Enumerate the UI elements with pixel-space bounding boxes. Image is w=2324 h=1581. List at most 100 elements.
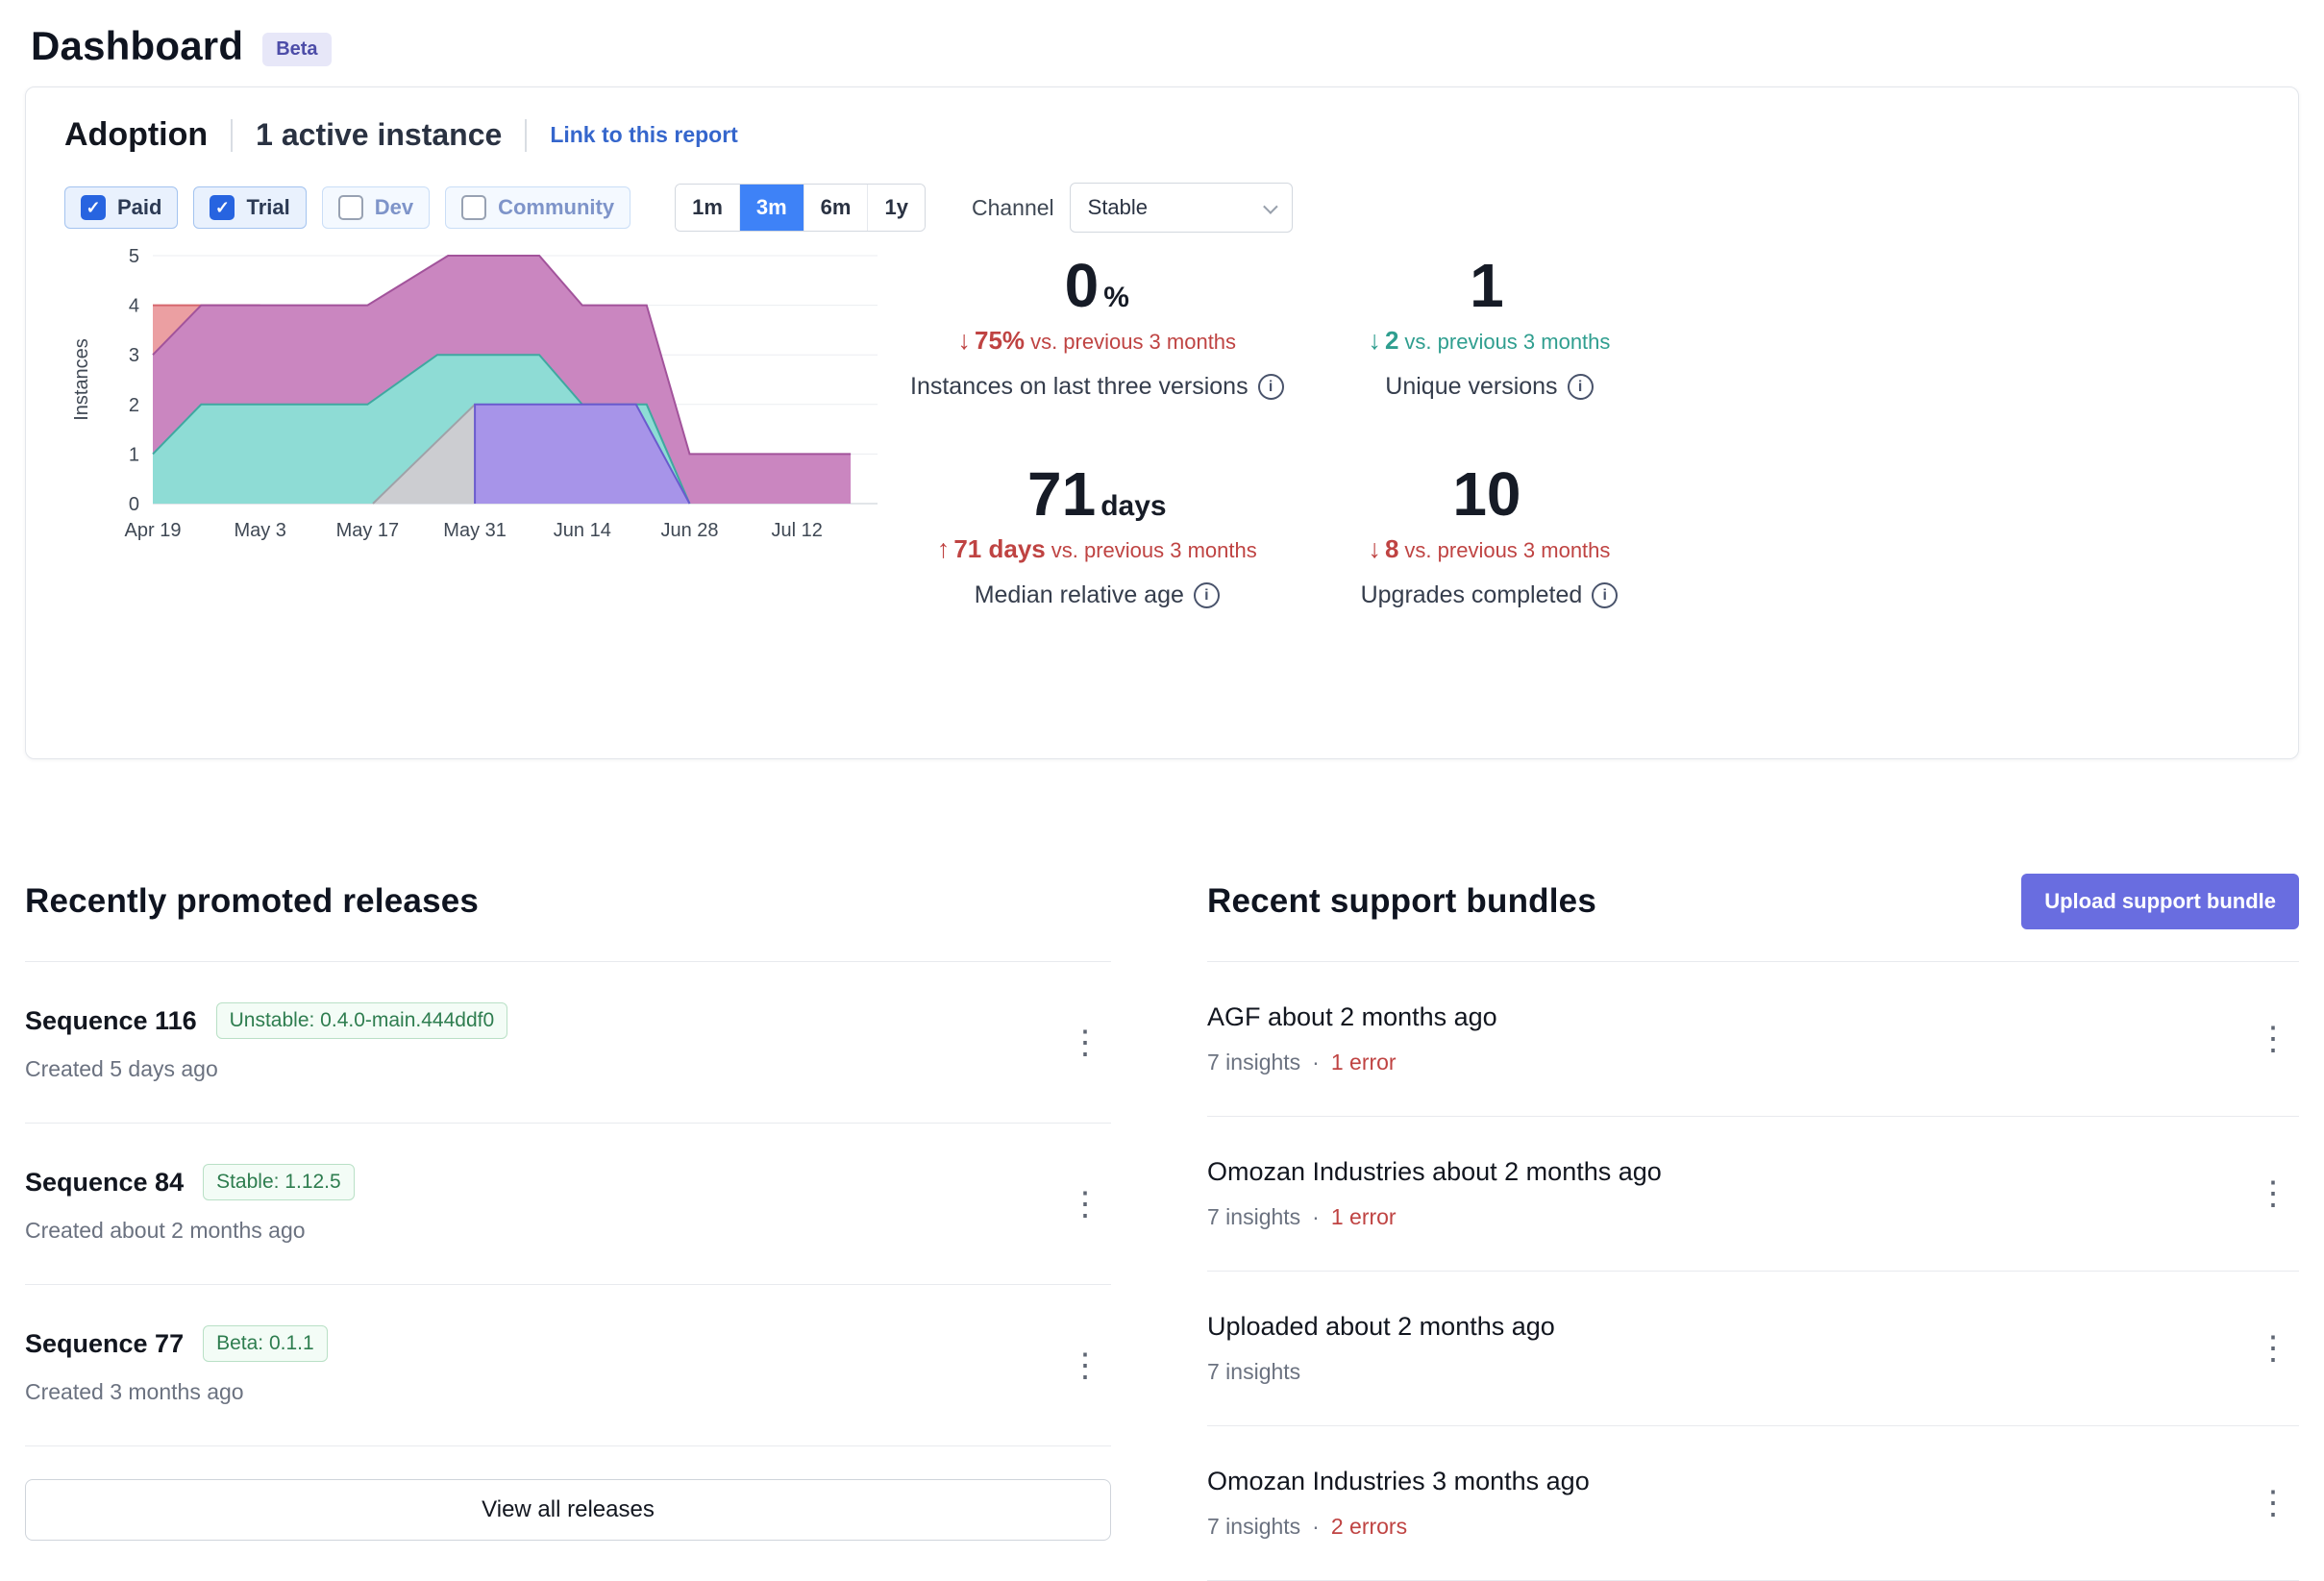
- release-name: Sequence 77: [25, 1328, 185, 1358]
- info-icon[interactable]: i: [1567, 374, 1594, 401]
- active-instance-count: 1 active instance: [256, 117, 503, 152]
- adoption-card-header: Adoption 1 active instance Link to this …: [64, 116, 2260, 154]
- bundle-row[interactable]: Omozan Industries 3 months ago 7 insight…: [1207, 1426, 2299, 1581]
- releases-list: Sequence 116 Unstable: 0.4.0-main.444ddf…: [25, 961, 1111, 1446]
- kebab-menu-icon[interactable]: ⋮: [2247, 1173, 2299, 1214]
- stat-unit: days: [1100, 490, 1167, 523]
- bundle-row[interactable]: Omozan Industries about 2 months ago 7 i…: [1207, 1117, 2299, 1272]
- bundles-title: Recent support bundles: [1207, 882, 1596, 920]
- page-title: Dashboard: [31, 23, 244, 68]
- bundle-row[interactable]: Uploaded about 2 months ago 7 insights ·…: [1207, 1272, 2299, 1426]
- stat-delta: ↓ 75% vs. previous 3 months: [957, 326, 1237, 356]
- releases-header: Recently promoted releases: [25, 871, 1111, 932]
- support-bundles-header: Recent support bundles Upload support bu…: [1207, 871, 2299, 932]
- filter-label: Community: [498, 195, 615, 219]
- releases-title: Recently promoted releases: [25, 882, 480, 920]
- svg-text:Jun 28: Jun 28: [660, 520, 718, 541]
- range-button[interactable]: 1y: [867, 185, 925, 231]
- range-button[interactable]: 1m: [676, 185, 739, 231]
- kebab-menu-icon[interactable]: ⋮: [1059, 1023, 1111, 1063]
- svg-text:Jul 12: Jul 12: [772, 520, 823, 541]
- kebab-menu-icon[interactable]: ⋮: [1059, 1184, 1111, 1224]
- stat-value: 1: [1470, 251, 1504, 320]
- channel-select[interactable]: Stable: [1069, 183, 1293, 233]
- filter-label: Dev: [374, 195, 414, 219]
- stat-value: 10: [1452, 459, 1521, 530]
- delta-arrow-icon: ↓: [957, 326, 972, 356]
- check-icon: ✓: [86, 198, 101, 217]
- divider: [231, 118, 234, 152]
- release-row: Sequence 84 Stable: 1.12.5 Created about…: [25, 1124, 1111, 1285]
- svg-text:5: 5: [129, 248, 139, 267]
- view-all-releases-button[interactable]: View all releases: [25, 1479, 1111, 1541]
- filter-chip[interactable]: ✓ Paid: [64, 186, 179, 229]
- delta-arrow-icon: ↓: [1368, 534, 1381, 564]
- svg-text:May 17: May 17: [336, 520, 400, 541]
- checkbox-icon: ✓: [81, 195, 106, 220]
- stat-delta: ↓ 8 vs. previous 3 months: [1368, 534, 1611, 564]
- chart-stats-row: 0 1 2 3 4 5 Apr 19 May 3 May 17 May 31 Jun 14 Jun 2…: [64, 248, 2260, 609]
- support-bundles-column: Recent support bundles Upload support bu…: [1207, 871, 2299, 1581]
- range-button[interactable]: 6m: [803, 185, 868, 231]
- release-version-badge: Stable: 1.12.5: [203, 1164, 355, 1200]
- release-name: Sequence 84: [25, 1167, 185, 1197]
- kebab-menu-icon[interactable]: ⋮: [2247, 1483, 2299, 1523]
- dot-separator: ·: [1312, 1204, 1320, 1229]
- chevron-down-icon: [1262, 198, 1278, 214]
- channel-label: Channel: [971, 194, 1054, 220]
- info-icon[interactable]: i: [1592, 582, 1619, 609]
- svg-text:May 3: May 3: [234, 520, 285, 541]
- svg-text:4: 4: [129, 296, 139, 317]
- stat-label: Instances on last three versions i: [910, 373, 1284, 401]
- release-created: Created about 2 months ago: [25, 1218, 306, 1243]
- svg-text:3: 3: [129, 345, 139, 366]
- report-link[interactable]: Link to this report: [550, 122, 738, 147]
- filter-chip[interactable]: ✓ Trial: [193, 186, 307, 229]
- release-created: Created 3 months ago: [25, 1379, 244, 1404]
- stat-label: Upgrades completed i: [1361, 581, 1619, 609]
- dot-separator: ·: [1312, 1514, 1320, 1539]
- channel-value: Stable: [1087, 195, 1149, 219]
- svg-text:May 31: May 31: [443, 520, 507, 541]
- bundle-errors: 1 error: [1330, 1204, 1397, 1229]
- filter-chip[interactable]: ✓ Community: [445, 186, 631, 229]
- stat-label: Unique versions i: [1361, 373, 1619, 401]
- svg-text:Jun 14: Jun 14: [554, 520, 611, 541]
- filter-label: Trial: [246, 195, 290, 219]
- release-row: Sequence 116 Unstable: 0.4.0-main.444ddf…: [25, 962, 1111, 1124]
- info-icon[interactable]: i: [1257, 374, 1284, 401]
- bundle-insights: 7 insights: [1207, 1514, 1301, 1539]
- release-version-badge: Unstable: 0.4.0-main.444ddf0: [215, 1002, 508, 1039]
- stat-value: 71 days: [1027, 459, 1167, 530]
- release-name: Sequence 116: [25, 1005, 197, 1035]
- releases-column: Recently promoted releases Sequence 116 …: [25, 871, 1111, 1581]
- bundle-errors: 2 errors: [1330, 1514, 1408, 1539]
- support-bundles-list: AGF about 2 months ago 7 insights · 1 er…: [1207, 961, 2299, 1581]
- filter-chip-group: ✓ Paid ✓ Trial ✓ Dev ✓ Community: [64, 186, 631, 229]
- range-button[interactable]: 3m: [738, 185, 804, 231]
- svg-text:2: 2: [129, 395, 139, 416]
- filter-label: Paid: [117, 195, 162, 219]
- stat-cell: 10 ↓ 8 vs. previous 3 months Upgrades comp…: [1361, 462, 1619, 609]
- release-created: Created 5 days ago: [25, 1056, 218, 1081]
- stat-cell: 0% ↓ 75% vs. previous 3 months Instances o…: [910, 251, 1284, 401]
- bundle-name: Omozan Industries about 2 months ago: [1207, 1157, 1662, 1186]
- info-icon[interactable]: i: [1193, 582, 1220, 609]
- adoption-card: Adoption 1 active instance Link to this …: [25, 86, 2299, 759]
- svg-text:Apr 19: Apr 19: [125, 520, 182, 541]
- beta-badge: Beta: [262, 33, 332, 66]
- bundle-row[interactable]: AGF about 2 months ago 7 insights · 1 er…: [1207, 962, 2299, 1117]
- bundle-insights: 7 insights: [1207, 1359, 1301, 1384]
- stat-unit: %: [1103, 282, 1129, 313]
- checkbox-icon: ✓: [210, 195, 235, 220]
- stat-delta: ↓ 2 vs. previous 3 months: [1368, 326, 1611, 356]
- kebab-menu-icon[interactable]: ⋮: [1059, 1346, 1111, 1386]
- kebab-menu-icon[interactable]: ⋮: [2247, 1019, 2299, 1059]
- filter-chip[interactable]: ✓ Dev: [321, 186, 431, 229]
- upload-support-bundle-button[interactable]: Upload support bundle: [2021, 874, 2299, 929]
- stat-delta: ↑ 71 days vs. previous 3 months: [936, 534, 1257, 564]
- kebab-menu-icon[interactable]: ⋮: [2247, 1328, 2299, 1369]
- checkbox-icon: ✓: [461, 195, 487, 220]
- stat-value: 0%: [1064, 251, 1129, 320]
- bundle-insights: 7 insights: [1207, 1050, 1301, 1075]
